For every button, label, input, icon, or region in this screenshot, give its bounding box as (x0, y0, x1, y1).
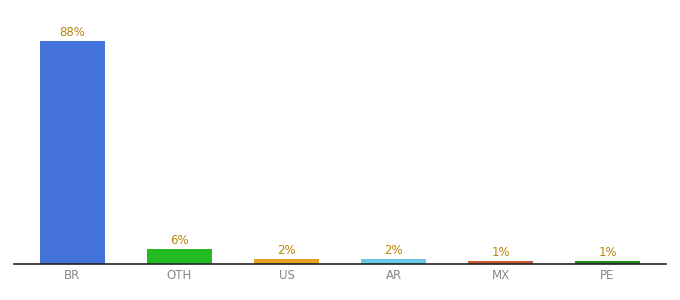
Text: 88%: 88% (60, 26, 86, 39)
Bar (575, 262, 640, 264)
Bar (254, 259, 319, 264)
Bar (469, 262, 532, 264)
Text: 2%: 2% (277, 244, 296, 257)
Text: 6%: 6% (170, 234, 189, 247)
Bar (361, 259, 426, 264)
Text: 1%: 1% (598, 246, 617, 260)
Text: 1%: 1% (491, 246, 510, 260)
Bar (148, 249, 211, 264)
Text: 2%: 2% (384, 244, 403, 257)
Bar (40, 41, 105, 264)
